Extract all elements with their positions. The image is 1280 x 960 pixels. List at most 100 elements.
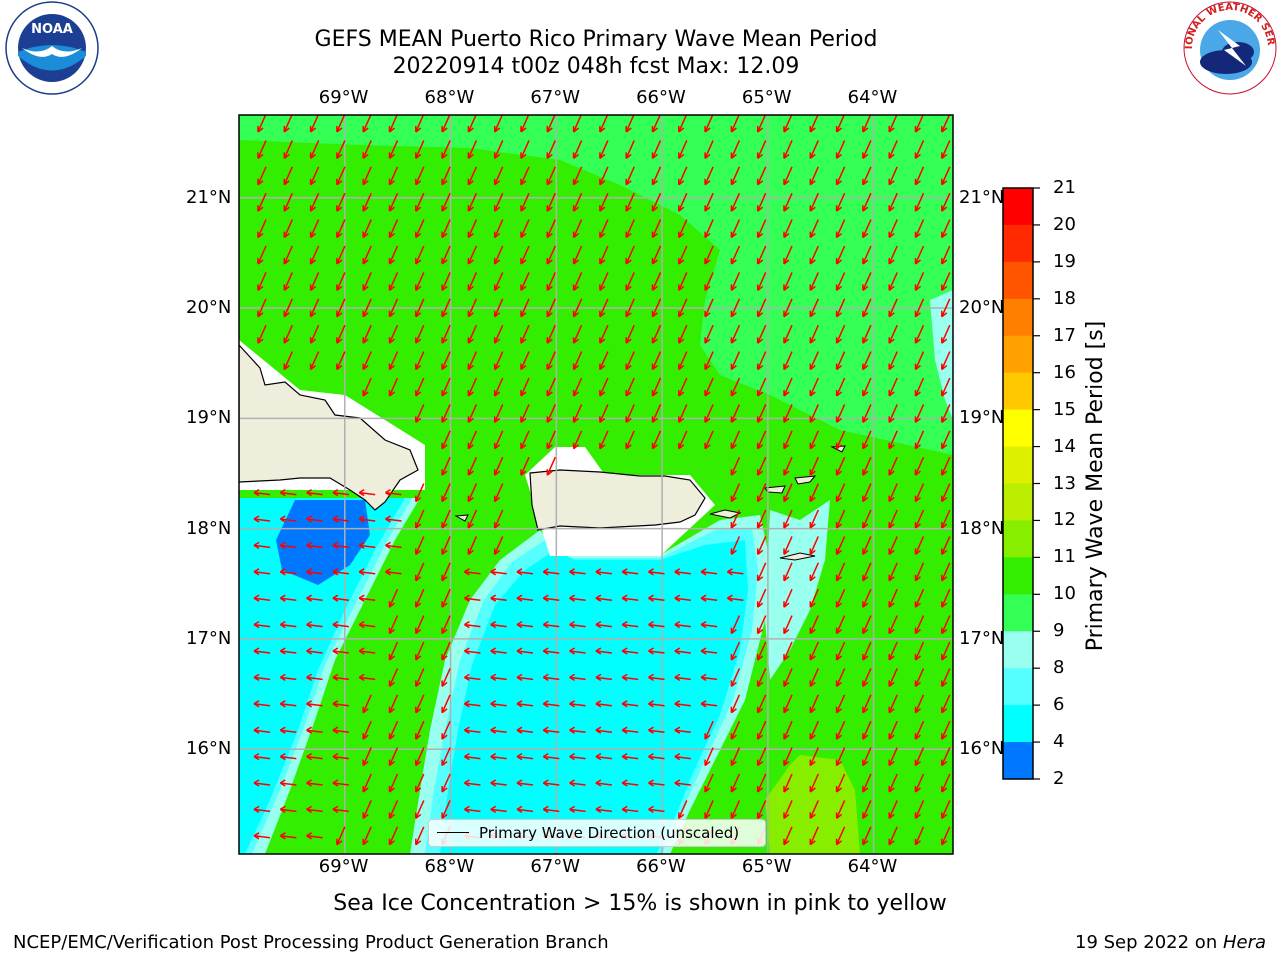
wave-direction-arrow <box>493 298 504 318</box>
wave-direction-arrow <box>914 509 925 529</box>
wave-direction-arrow <box>467 245 478 265</box>
wave-direction-arrow <box>888 430 898 450</box>
wave-direction-arrow <box>362 720 372 740</box>
wave-direction-arrow <box>648 752 665 761</box>
lat-tick-label-left: 16°N <box>186 738 232 760</box>
wave-direction-arrow <box>914 694 925 714</box>
wave-direction-arrow <box>415 298 425 318</box>
wave-direction-arrow <box>336 115 346 133</box>
wave-direction-arrow <box>888 298 898 318</box>
wave-direction-arrow <box>783 800 793 819</box>
wave-direction-arrow <box>941 562 951 582</box>
wave-direction-arrow <box>332 726 349 734</box>
wave-direction-arrow <box>257 115 267 133</box>
wave-direction-arrow <box>862 456 872 476</box>
wave-direction-arrow <box>441 245 451 265</box>
wave-direction-arrow <box>888 192 898 212</box>
wave-direction-arrow <box>888 509 898 529</box>
wave-direction-arrow <box>595 568 612 576</box>
nws-logo: NATIONAL WEATHER SERVICE <box>1178 0 1277 95</box>
wave-direction-arrow <box>862 720 872 740</box>
wave-direction-arrow <box>809 298 819 318</box>
wave-direction-arrow <box>862 826 872 846</box>
wave-direction-arrow <box>279 700 297 708</box>
wave-direction-arrow <box>756 483 767 503</box>
colorbar-label: 2 <box>1053 768 1065 789</box>
wave-direction-arrow <box>941 483 951 503</box>
wave-direction-arrow <box>362 351 372 371</box>
wave-direction-arrow <box>388 747 399 767</box>
wave-direction-arrow <box>569 568 586 576</box>
wave-direction-arrow <box>835 298 846 318</box>
wave-direction-arrow <box>941 115 951 133</box>
wave-direction-arrow <box>941 430 951 450</box>
wave-direction-arrow <box>835 641 846 661</box>
wave-direction-arrow <box>283 219 293 239</box>
wave-direction-arrow <box>678 166 688 186</box>
wave-direction-arrow <box>332 673 349 682</box>
wave-direction-arrow <box>415 668 425 687</box>
wave-direction-arrow <box>625 192 635 212</box>
wave-direction-arrow <box>415 562 425 582</box>
wave-direction-arrow <box>415 773 425 793</box>
wave-direction-arrow <box>756 377 767 397</box>
wave-direction-arrow <box>572 298 583 318</box>
wave-direction-arrow <box>835 483 846 503</box>
wave-direction-arrow <box>704 430 714 450</box>
wave-direction-arrow <box>441 377 451 397</box>
wave-direction-arrow <box>572 245 583 265</box>
wave-direction-arrow <box>651 298 662 318</box>
wave-direction-arrow <box>756 351 767 371</box>
colorbar-label: 19 <box>1053 250 1076 272</box>
wave-direction-arrow <box>388 720 399 740</box>
credit-host: Hera <box>1222 932 1266 953</box>
wave-direction-arrow <box>704 773 714 793</box>
wave-direction-arrow <box>914 588 925 608</box>
wave-direction-arrow <box>572 324 583 344</box>
wave-direction-arrow <box>651 272 662 291</box>
wave-direction-arrow <box>674 647 691 655</box>
wave-direction-arrow <box>490 673 507 682</box>
wave-direction-arrow <box>783 826 793 846</box>
wave-direction-arrow <box>809 245 819 265</box>
wave-direction-arrow <box>415 720 425 740</box>
wave-direction-arrow <box>730 219 741 239</box>
wave-direction-arrow <box>257 272 267 291</box>
wave-direction-arrow <box>888 324 898 344</box>
wave-direction-arrow <box>835 219 846 239</box>
wave-direction-arrow <box>441 140 451 159</box>
wave-direction-arrow <box>835 826 846 846</box>
wave-direction-arrow <box>914 219 925 239</box>
wave-direction-arrow <box>835 536 846 555</box>
wave-direction-arrow <box>415 536 425 555</box>
wave-direction-arrow <box>599 351 609 371</box>
wave-direction-arrow <box>415 509 425 529</box>
wave-direction-arrow <box>546 192 556 212</box>
wave-direction-arrow <box>941 668 951 687</box>
wave-direction-arrow <box>704 115 714 133</box>
wave-direction-arrow <box>467 536 478 555</box>
wave-direction-arrow <box>493 272 504 291</box>
colorbar-segment <box>1003 668 1033 706</box>
wave-direction-arrow <box>941 720 951 740</box>
wave-direction-arrow <box>336 140 346 159</box>
wave-direction-arrow <box>279 594 297 602</box>
wave-direction-arrow <box>730 800 741 819</box>
wave-direction-arrow <box>914 483 925 503</box>
wave-direction-arrow <box>516 805 534 814</box>
wave-direction-arrow <box>362 298 372 318</box>
lat-tick-label-right: 20°N <box>959 297 1005 319</box>
wave-direction-arrow <box>730 115 740 133</box>
wave-direction-arrow <box>941 298 951 318</box>
wave-direction-arrow <box>809 140 819 159</box>
wave-direction-arrow <box>625 324 635 344</box>
wave-direction-arrow <box>441 694 451 714</box>
wave-direction-arrow <box>464 779 481 787</box>
colorbar-segment <box>1003 742 1033 780</box>
wave-direction-arrow <box>783 773 793 793</box>
wave-direction-arrow <box>862 219 872 239</box>
wave-direction-arrow <box>464 647 481 655</box>
wave-direction-arrow <box>306 647 323 655</box>
wave-direction-arrow <box>388 694 399 714</box>
wave-direction-arrow <box>253 805 271 814</box>
